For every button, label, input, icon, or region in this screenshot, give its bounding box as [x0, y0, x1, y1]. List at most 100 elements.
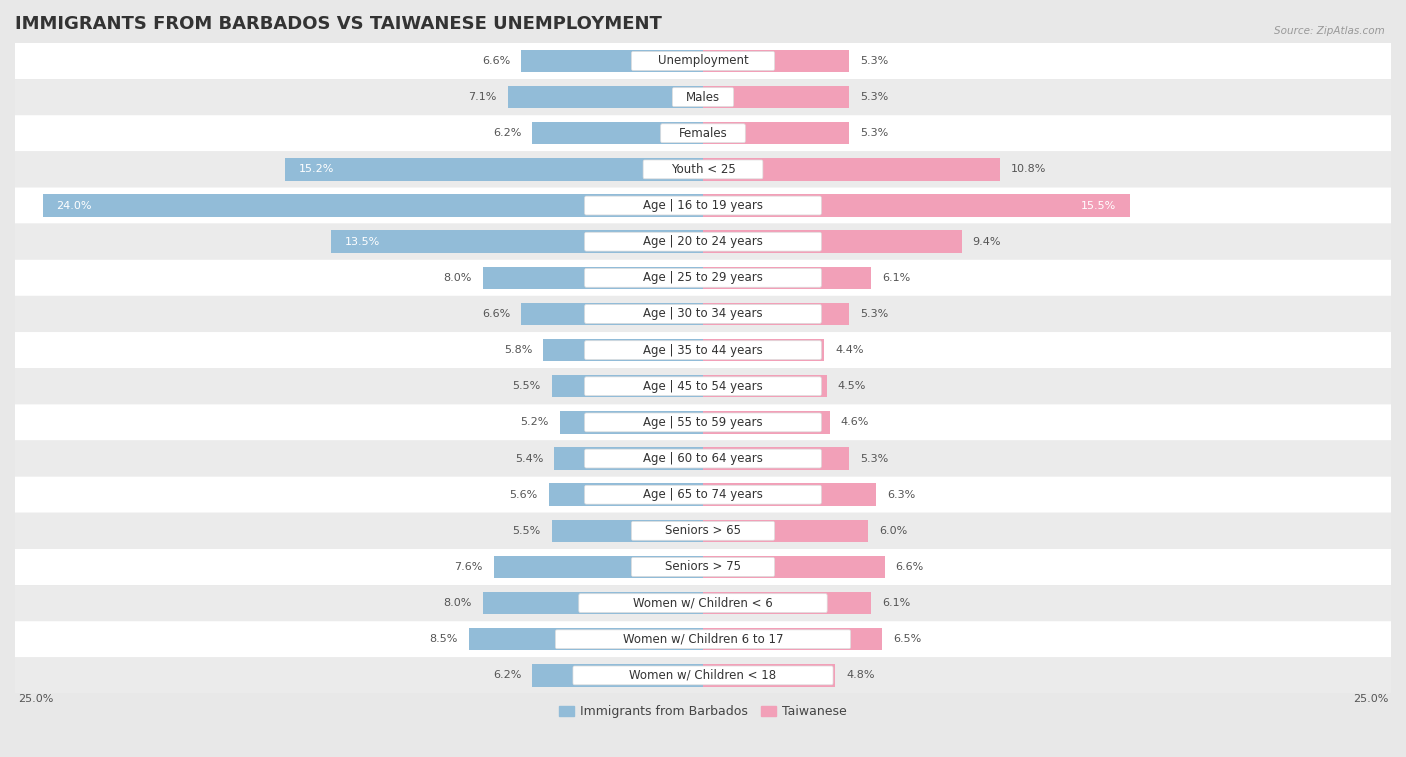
- Text: 5.3%: 5.3%: [860, 56, 889, 66]
- Text: Source: ZipAtlas.com: Source: ZipAtlas.com: [1274, 26, 1385, 36]
- Text: Age | 60 to 64 years: Age | 60 to 64 years: [643, 452, 763, 465]
- Bar: [703, 195, 1129, 217]
- FancyBboxPatch shape: [585, 377, 821, 396]
- Text: 5.5%: 5.5%: [512, 526, 541, 536]
- Text: 6.6%: 6.6%: [896, 562, 924, 572]
- Legend: Immigrants from Barbados, Taiwanese: Immigrants from Barbados, Taiwanese: [554, 700, 852, 723]
- Bar: [703, 447, 849, 470]
- Text: 4.8%: 4.8%: [846, 671, 875, 681]
- FancyBboxPatch shape: [15, 368, 1391, 404]
- Bar: [703, 50, 849, 72]
- Text: 6.2%: 6.2%: [494, 671, 522, 681]
- Bar: [554, 447, 703, 470]
- Text: 8.0%: 8.0%: [443, 598, 472, 608]
- Text: Males: Males: [686, 91, 720, 104]
- Text: 6.2%: 6.2%: [494, 128, 522, 139]
- Bar: [703, 519, 868, 542]
- Text: 7.1%: 7.1%: [468, 92, 496, 102]
- Text: 25.0%: 25.0%: [18, 694, 53, 704]
- Text: 6.6%: 6.6%: [482, 309, 510, 319]
- FancyBboxPatch shape: [631, 522, 775, 540]
- Bar: [703, 266, 870, 289]
- Bar: [522, 303, 703, 326]
- Bar: [522, 50, 703, 72]
- FancyBboxPatch shape: [15, 441, 1391, 477]
- Bar: [284, 158, 703, 181]
- Bar: [533, 664, 703, 687]
- Text: 7.6%: 7.6%: [454, 562, 482, 572]
- Text: 25.0%: 25.0%: [1353, 694, 1388, 704]
- Bar: [560, 411, 703, 434]
- Text: 6.0%: 6.0%: [879, 526, 907, 536]
- Bar: [703, 411, 830, 434]
- Text: Age | 65 to 74 years: Age | 65 to 74 years: [643, 488, 763, 501]
- Bar: [551, 519, 703, 542]
- Bar: [470, 628, 703, 650]
- Bar: [533, 122, 703, 145]
- Text: 6.5%: 6.5%: [893, 634, 921, 644]
- Bar: [703, 556, 884, 578]
- Text: 10.8%: 10.8%: [1011, 164, 1046, 174]
- FancyBboxPatch shape: [15, 296, 1391, 332]
- FancyBboxPatch shape: [585, 341, 821, 360]
- FancyBboxPatch shape: [15, 621, 1391, 657]
- Text: Seniors > 65: Seniors > 65: [665, 525, 741, 537]
- Bar: [703, 303, 849, 326]
- FancyBboxPatch shape: [15, 79, 1391, 115]
- Text: Age | 20 to 24 years: Age | 20 to 24 years: [643, 235, 763, 248]
- Text: Age | 35 to 44 years: Age | 35 to 44 years: [643, 344, 763, 357]
- FancyBboxPatch shape: [15, 512, 1391, 549]
- Bar: [543, 339, 703, 361]
- Bar: [703, 158, 1000, 181]
- FancyBboxPatch shape: [631, 51, 775, 70]
- Bar: [703, 484, 876, 506]
- Text: Age | 55 to 59 years: Age | 55 to 59 years: [643, 416, 763, 429]
- Text: Age | 30 to 34 years: Age | 30 to 34 years: [643, 307, 763, 320]
- FancyBboxPatch shape: [15, 549, 1391, 585]
- Bar: [508, 86, 703, 108]
- FancyBboxPatch shape: [15, 477, 1391, 512]
- Bar: [703, 664, 835, 687]
- FancyBboxPatch shape: [15, 43, 1391, 79]
- Text: 6.1%: 6.1%: [882, 598, 910, 608]
- Text: 5.6%: 5.6%: [509, 490, 538, 500]
- Text: Women w/ Children < 6: Women w/ Children < 6: [633, 597, 773, 609]
- Bar: [482, 266, 703, 289]
- Bar: [551, 375, 703, 397]
- Bar: [703, 122, 849, 145]
- FancyBboxPatch shape: [661, 124, 745, 142]
- Text: 5.3%: 5.3%: [860, 92, 889, 102]
- Text: 4.4%: 4.4%: [835, 345, 863, 355]
- Text: 8.0%: 8.0%: [443, 273, 472, 283]
- Text: 4.6%: 4.6%: [841, 417, 869, 428]
- FancyBboxPatch shape: [585, 304, 821, 323]
- Text: 5.5%: 5.5%: [512, 382, 541, 391]
- FancyBboxPatch shape: [15, 223, 1391, 260]
- Text: 24.0%: 24.0%: [56, 201, 91, 210]
- Bar: [703, 375, 827, 397]
- Text: 5.8%: 5.8%: [503, 345, 533, 355]
- Bar: [703, 86, 849, 108]
- Text: Youth < 25: Youth < 25: [671, 163, 735, 176]
- FancyBboxPatch shape: [585, 269, 821, 287]
- Text: 9.4%: 9.4%: [973, 237, 1001, 247]
- FancyBboxPatch shape: [585, 196, 821, 215]
- FancyBboxPatch shape: [15, 151, 1391, 188]
- FancyBboxPatch shape: [15, 404, 1391, 441]
- Text: 6.3%: 6.3%: [887, 490, 915, 500]
- Text: 5.4%: 5.4%: [515, 453, 543, 463]
- FancyBboxPatch shape: [555, 630, 851, 649]
- Text: Seniors > 75: Seniors > 75: [665, 560, 741, 574]
- FancyBboxPatch shape: [631, 558, 775, 576]
- Text: 4.5%: 4.5%: [838, 382, 866, 391]
- Text: 5.3%: 5.3%: [860, 309, 889, 319]
- Text: 6.1%: 6.1%: [882, 273, 910, 283]
- Text: Women w/ Children 6 to 17: Women w/ Children 6 to 17: [623, 633, 783, 646]
- FancyBboxPatch shape: [15, 260, 1391, 296]
- Text: 13.5%: 13.5%: [346, 237, 381, 247]
- Text: 15.5%: 15.5%: [1081, 201, 1116, 210]
- Bar: [703, 339, 824, 361]
- FancyBboxPatch shape: [643, 160, 763, 179]
- Text: 15.2%: 15.2%: [298, 164, 333, 174]
- Text: 6.6%: 6.6%: [482, 56, 510, 66]
